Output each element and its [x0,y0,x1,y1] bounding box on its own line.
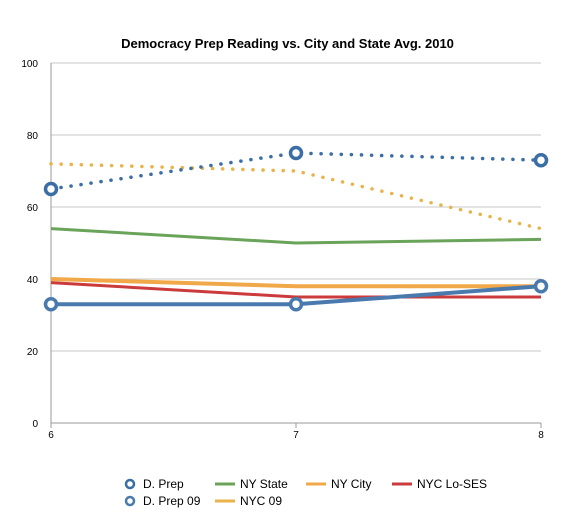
series-markers [43,145,549,312]
y-tick-label: 0 [32,419,38,430]
data-point [533,152,549,168]
legend: D. Prep D. Prep 09 NY State NYC 09 NY City NY… [124,477,487,508]
legend-item: NY State [215,477,288,491]
data-point [43,181,59,197]
data-point [288,296,304,312]
legend-label: NY State [240,477,288,491]
series-line-d-prep [49,151,543,191]
series-lines [49,151,543,307]
legend-swatch [124,495,136,507]
y-tick-label: 80 [27,131,39,142]
legend-swatch [124,478,136,490]
axes [50,63,542,428]
series-line-nyc-09 [49,162,543,231]
legend-item: NYC 09 [215,494,282,508]
data-point [288,145,304,161]
y-tick-label: 100 [21,59,38,70]
legend-item: NYC Lo-SES [392,477,487,491]
legend-label: D. Prep 09 [143,494,201,508]
series-line-ny-city [50,277,541,289]
legend-item: D. Prep 09 [124,494,201,508]
data-point [533,278,549,294]
legend-label: D. Prep [143,477,184,491]
x-tick-label: 7 [293,430,299,441]
y-tick-label: 60 [27,203,39,214]
data-point [43,296,59,312]
legend-label: NYC 09 [240,494,282,508]
gridlines [51,62,541,352]
y-tick-label: 20 [27,347,39,358]
legend-label: NYC Lo-SES [417,477,487,491]
x-tick-label: 8 [538,430,544,441]
legend-item: NY City [306,477,371,491]
tick-labels: 0 20 40 60 80 100 6 7 8 [21,59,544,441]
chart-title: Democracy Prep Reading vs. City and Stat… [121,36,454,51]
legend-label: NY City [331,477,371,491]
x-tick-label: 6 [48,430,54,441]
legend-item: D. Prep [124,477,184,491]
series-line-ny-state [50,227,542,245]
y-tick-label: 40 [27,275,39,286]
